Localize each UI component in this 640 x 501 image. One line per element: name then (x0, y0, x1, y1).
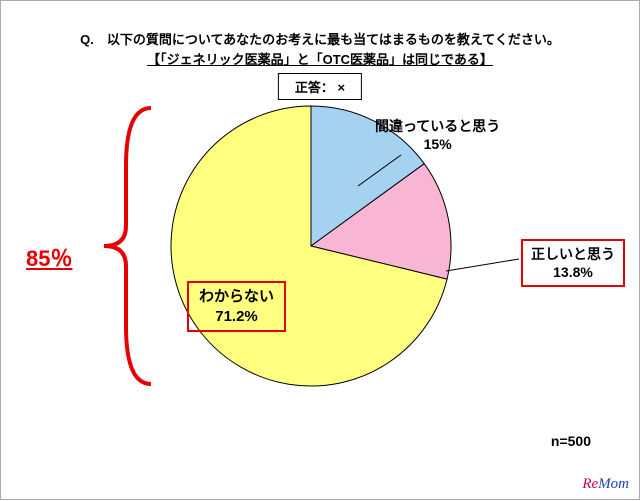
label-dontknow-text: わからない (199, 288, 274, 305)
question-text: Q. 以下の質問についてあなたのお考えに最も当てはまるものを教えてください。 (1, 29, 639, 48)
statement-text: 【「ジェネリック医薬品」と「OTC医薬品」は同じである】 (1, 49, 639, 68)
label-dontknow-pct: 71.2% (215, 308, 258, 325)
brace-icon (96, 106, 156, 386)
label-dontknow: わからない 71.2% (187, 281, 286, 332)
correct-answer-box: 正答： × (278, 73, 362, 100)
chart-frame: Q. 以下の質問についてあなたのお考えに最も当てはまるものを教えてください。 【… (0, 0, 640, 500)
watermark-prefix: Re (582, 476, 598, 492)
label-wrong-text: 間違っていると思う (375, 118, 500, 134)
label-right-pct: 13.8% (553, 264, 593, 280)
label-right: 正しいと思う 13.8% (521, 239, 625, 287)
watermark: ReMom (582, 476, 629, 493)
label-wrong-pct: 15% (424, 136, 452, 152)
highlight-percent: 85％ (26, 241, 72, 273)
sample-size: n=500 (551, 433, 591, 449)
label-wrong: 間違っていると思う 15% (375, 117, 500, 153)
label-right-text: 正しいと思う (531, 246, 615, 262)
watermark-suffix: Mom (598, 476, 629, 492)
